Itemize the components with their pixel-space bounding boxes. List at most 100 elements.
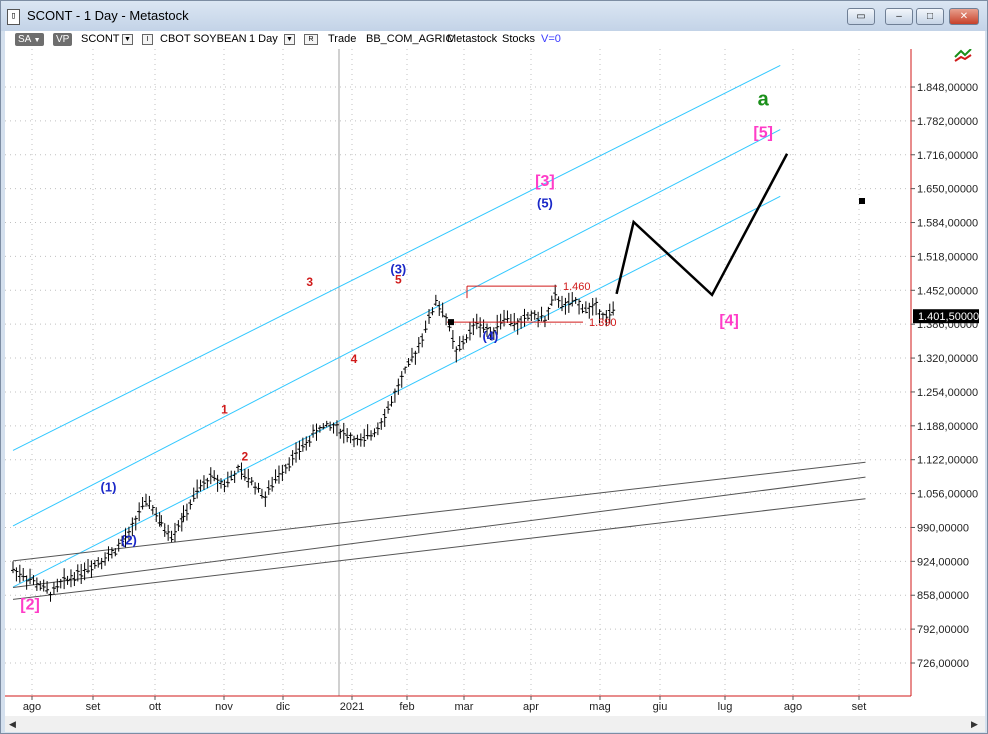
ohlc-bar	[133, 515, 138, 531]
ohlc-bar	[505, 310, 510, 324]
time-tick-label: set	[852, 701, 867, 713]
ohlc-bar	[396, 378, 401, 395]
wave-label: (2)	[121, 532, 137, 547]
ohlc-bar	[176, 520, 181, 532]
trade-label: Trade	[328, 33, 357, 45]
ohlc-bar	[79, 563, 84, 584]
ohlc-bar	[106, 546, 111, 562]
minimize-button[interactable]: –	[885, 8, 913, 25]
symbol-checkbox[interactable]: I	[142, 34, 153, 45]
ohlc-bar	[583, 301, 588, 314]
ohlc-bar	[423, 320, 428, 333]
ohlc-bar	[532, 310, 537, 320]
ohlc-bar	[467, 321, 472, 341]
time-tick-label: dic	[276, 701, 291, 713]
anchor-marker[interactable]	[448, 319, 454, 326]
ohlc-bar	[219, 478, 224, 489]
ohlc-bar	[38, 580, 43, 591]
ohlc-bar	[256, 482, 261, 493]
price-tick-label: 1.716,00000	[917, 150, 978, 162]
periodicity-dropdown[interactable]: ▼	[284, 34, 295, 45]
channel-line	[12, 64, 781, 451]
ohlc-bar	[607, 303, 612, 324]
trend-up-icon	[954, 48, 972, 58]
ohlc-bar	[413, 350, 418, 365]
price-tick-label: 858,00000	[917, 590, 969, 602]
window-title: SCONT - 1 Day - Metastock	[27, 8, 189, 23]
ohlc-bar	[143, 493, 148, 507]
time-tick-label: ago	[23, 701, 41, 713]
ohlc-bar	[420, 333, 425, 348]
ohlc-bar	[55, 578, 60, 593]
scroll-right-icon[interactable]: ▶	[971, 719, 978, 729]
ohlc-bar	[103, 552, 108, 566]
ohlc-bar	[454, 346, 459, 363]
ohlc-bar	[225, 471, 230, 488]
ohlc-bar	[113, 548, 118, 557]
type-label: Stocks	[502, 33, 536, 45]
ohlc-bar	[266, 480, 271, 495]
ohlc-bar	[461, 335, 466, 350]
ohlc-bar	[457, 336, 462, 352]
document-icon: ▯	[7, 9, 20, 25]
time-tick-label: giu	[653, 701, 668, 713]
ohlc-bar	[11, 561, 15, 574]
wave-label: a	[758, 88, 770, 110]
time-tick-label: mag	[589, 701, 610, 713]
time-tick-label: 2021	[340, 701, 364, 713]
chart-area[interactable]: 1.460 1.390 a [5] [3] (5) [4] (3) 5 (4) 3 4 1 2 (1) (2…	[5, 48, 985, 717]
ohlc-bar	[611, 301, 616, 316]
price-tick-label: 1.848,00000	[917, 82, 978, 94]
ohlc-bar	[597, 309, 602, 324]
symbol-dropdown[interactable]: ▼	[122, 34, 133, 45]
ohlc-bar	[45, 581, 50, 594]
price-tick-label: 1.452,00000	[917, 285, 978, 297]
ohlc-bar	[246, 468, 251, 488]
title-bar[interactable]: ▯ SCONT - 1 Day - Metastock ▭ – □ ✕	[1, 1, 987, 31]
restore-layout-button[interactable]: ▭	[847, 8, 875, 25]
ohlc-bar	[68, 569, 73, 588]
ohlc-bar	[338, 428, 343, 439]
channel-line	[12, 498, 866, 600]
ohlc-bar	[314, 423, 319, 441]
ohlc-bar	[17, 564, 22, 583]
price-chart[interactable]: 1.460 1.390 a [5] [3] (5) [4] (3)5 (4) 3 4 1 2 (1) (2…	[5, 48, 985, 717]
price-tick-label: 726,00000	[917, 658, 969, 670]
ohlc-bar	[311, 424, 316, 438]
price-tick-label: 1.056,00000	[917, 489, 978, 501]
ohlc-bar	[159, 515, 164, 527]
ohlc-bar	[215, 474, 220, 492]
draw-tools-icon[interactable]	[954, 48, 972, 62]
ohlc-bar	[345, 428, 350, 443]
ohlc-bar	[522, 308, 527, 327]
price-tick-label: 924,00000	[917, 556, 969, 568]
ohlc-bar	[471, 318, 476, 336]
ohlc-bar	[300, 437, 305, 452]
r-dropdown[interactable]: R	[304, 34, 318, 45]
ohlc-bar	[406, 358, 411, 367]
ohlc-bar	[389, 395, 394, 407]
ohlc-bar	[341, 422, 346, 444]
ohlc-bar	[498, 313, 503, 330]
anchor-marker[interactable]	[859, 198, 865, 204]
ohlc-bar	[208, 467, 213, 485]
time-tick-label: apr	[523, 701, 539, 713]
maximize-button[interactable]: □	[916, 8, 944, 25]
ohlc-bar	[242, 468, 247, 481]
sa-button[interactable]: SA ▼	[15, 33, 44, 46]
ohlc-bar	[372, 428, 377, 438]
close-button[interactable]: ✕	[949, 8, 979, 25]
ohlc-bar	[437, 301, 442, 316]
ohlc-bar	[181, 505, 186, 522]
ohlc-bar	[195, 479, 200, 499]
time-tick-label: ago	[784, 701, 802, 713]
ohlc-bar	[24, 575, 29, 590]
scroll-left-icon[interactable]: ◀	[9, 719, 16, 729]
current-price-label: 1.401,50000	[918, 311, 979, 323]
ohlc-bar	[198, 479, 203, 492]
horizontal-scrollbar[interactable]: ◀ ▶	[5, 716, 985, 732]
vp-button[interactable]: VP	[53, 33, 73, 46]
ohlc-bar	[495, 314, 500, 336]
ohlc-bar	[62, 568, 67, 590]
